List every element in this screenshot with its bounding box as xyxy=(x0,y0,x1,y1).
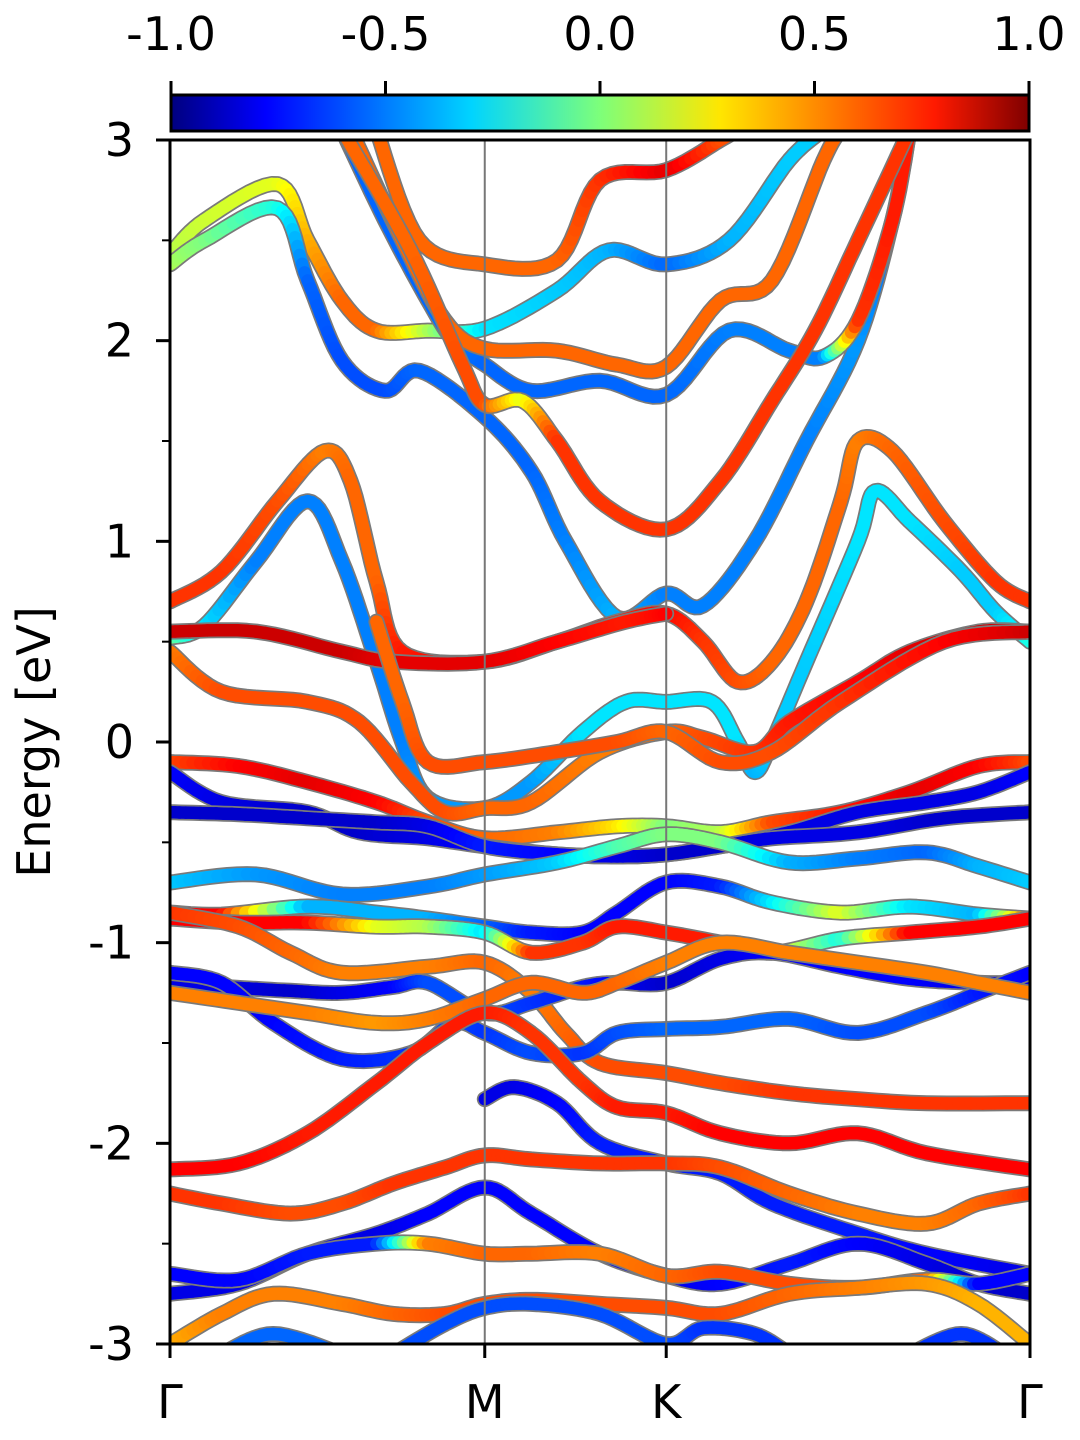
band-6 xyxy=(338,140,914,538)
band-segment xyxy=(917,1339,933,1344)
band-segment xyxy=(338,1353,342,1354)
y-tick-label: 1 xyxy=(105,514,134,568)
band-segment xyxy=(312,1339,331,1344)
band-segment xyxy=(916,1341,927,1344)
band-lines xyxy=(170,140,1030,1354)
y-tick-label: 2 xyxy=(105,314,134,368)
band-segment xyxy=(807,140,821,144)
y-axis-ticks: 3 2 1 0 -1 -2 -3 xyxy=(88,113,170,1371)
colorbar-tick-label: 1.0 xyxy=(992,7,1065,61)
band-segment xyxy=(829,140,842,144)
colorbar-tick-label: -1.0 xyxy=(126,7,216,61)
y-tick-label: -1 xyxy=(88,916,134,970)
y-tick-label: -3 xyxy=(88,1317,134,1371)
band-segment xyxy=(398,1340,412,1344)
band-5 xyxy=(371,140,737,277)
band-11 xyxy=(368,613,1030,775)
band-segment xyxy=(984,1339,1000,1344)
colorbar-tick-label: 0.5 xyxy=(778,7,851,61)
band-segment xyxy=(778,1342,786,1344)
band-segment xyxy=(910,1353,913,1354)
band-segment xyxy=(321,1341,333,1344)
band-segment xyxy=(785,1351,787,1353)
band-segment xyxy=(717,140,732,145)
band-15 xyxy=(170,826,1030,903)
colorbar-ticks: -1.0 -0.5 0.0 0.5 1.0 xyxy=(126,7,1066,95)
band-segment xyxy=(728,140,733,141)
band-segment xyxy=(222,1353,225,1354)
colorbar: -1.0 -0.5 0.0 0.5 1.0 xyxy=(126,7,1066,133)
band-segment xyxy=(724,140,734,142)
band-outline xyxy=(170,605,675,672)
colorbar-tick-label: 0.0 xyxy=(563,7,636,61)
band-segment xyxy=(225,1351,229,1353)
band-segment xyxy=(228,1339,244,1344)
x-tick-label: Γ xyxy=(157,1375,183,1429)
plot-area: 3 2 1 0 -1 -2 -3 Γ M K Γ Energy [eV] xyxy=(7,113,1043,1429)
band-segment xyxy=(332,1351,337,1353)
band-segment xyxy=(990,1341,1000,1344)
band-segment xyxy=(227,1341,238,1344)
band-segment xyxy=(1002,1353,1005,1354)
band-9 xyxy=(170,605,675,672)
y-axis-title: Energy [eV] xyxy=(7,606,61,877)
band-segment xyxy=(394,1352,397,1354)
band-12 xyxy=(170,754,1030,847)
band-segment xyxy=(913,1351,917,1353)
band-segment xyxy=(832,140,842,142)
x-tick-label: Γ xyxy=(1017,1375,1043,1429)
band-17 xyxy=(170,910,1030,961)
y-tick-label: -2 xyxy=(88,1116,134,1170)
y-tick-label: 3 xyxy=(105,113,134,167)
y-tick-label: 0 xyxy=(105,715,134,769)
x-tick-label: M xyxy=(465,1375,505,1429)
band-segment xyxy=(787,1353,789,1354)
band-segment xyxy=(812,140,821,142)
band-segment xyxy=(721,140,733,143)
band-segment xyxy=(773,1340,786,1344)
band-segment xyxy=(999,1351,1002,1353)
colorbar-tick-label: -0.5 xyxy=(341,7,431,61)
band-segment xyxy=(398,1343,404,1344)
x-tick-label: K xyxy=(651,1375,683,1429)
band-1 xyxy=(170,140,824,341)
band-2 xyxy=(170,140,916,628)
band-18 xyxy=(170,904,1030,1112)
band-segment xyxy=(836,140,840,141)
band-24 xyxy=(170,1147,1030,1232)
colorbar-gradient xyxy=(171,95,1029,131)
